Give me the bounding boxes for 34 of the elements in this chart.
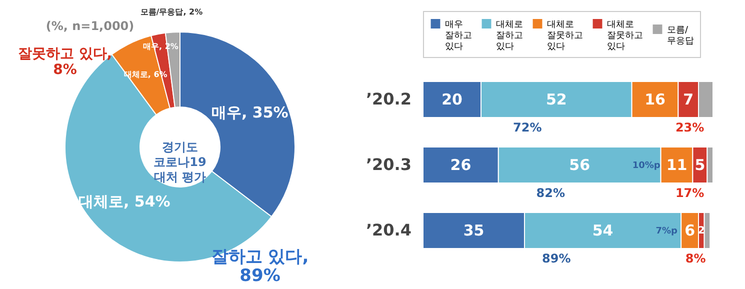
legend-label: 대체로 잘못하고 있다 <box>607 20 643 52</box>
annotation: 72% <box>513 120 542 135</box>
annotation: 8% <box>685 251 706 266</box>
y-tick-label: ’20.4 <box>366 220 412 240</box>
data-label: 6 <box>684 221 696 240</box>
data-label: 35 <box>463 221 484 240</box>
legend-label: 모름/ 무응답 <box>667 25 694 46</box>
y-tick-label: ’20.2 <box>366 90 412 109</box>
data-label: 11 <box>666 156 688 174</box>
text: 잘하고 있다, 89% <box>211 247 309 286</box>
slice-label: 대체로, 54% <box>78 192 170 211</box>
legend-label: 대체로 잘하고 있다 <box>496 20 523 52</box>
data-label: 54 <box>592 221 614 240</box>
data-label: 52 <box>546 90 567 109</box>
annotation: 10%p <box>632 161 661 171</box>
data-label: 56 <box>569 156 590 174</box>
data-label: 7 <box>683 90 694 109</box>
text: 경기도 코로나19 대처 평가 <box>154 140 206 184</box>
annotation: 89% <box>542 251 571 266</box>
annotation: 23% <box>675 120 704 135</box>
data-label: 16 <box>644 90 666 109</box>
annotation: 7%p <box>656 226 678 236</box>
text: 잘못하고 있다, 8% <box>18 46 112 78</box>
slice-label: 모름/무응답, 2% <box>140 7 203 16</box>
data-label: 26 <box>450 156 472 174</box>
legend-label: 매우 잘하고 있다 <box>445 20 472 52</box>
text: (%, n=1,000) <box>46 19 134 33</box>
slice-label: 매우, 35% <box>211 103 288 122</box>
y-tick-label: ’20.3 <box>366 155 412 174</box>
annotation: 82% <box>536 186 565 200</box>
legend-label: 대체로 잘못하고 있다 <box>547 20 583 52</box>
data-label: 5 <box>694 156 706 174</box>
data-label: 20 <box>442 90 462 109</box>
annotation: 17% <box>675 186 704 200</box>
